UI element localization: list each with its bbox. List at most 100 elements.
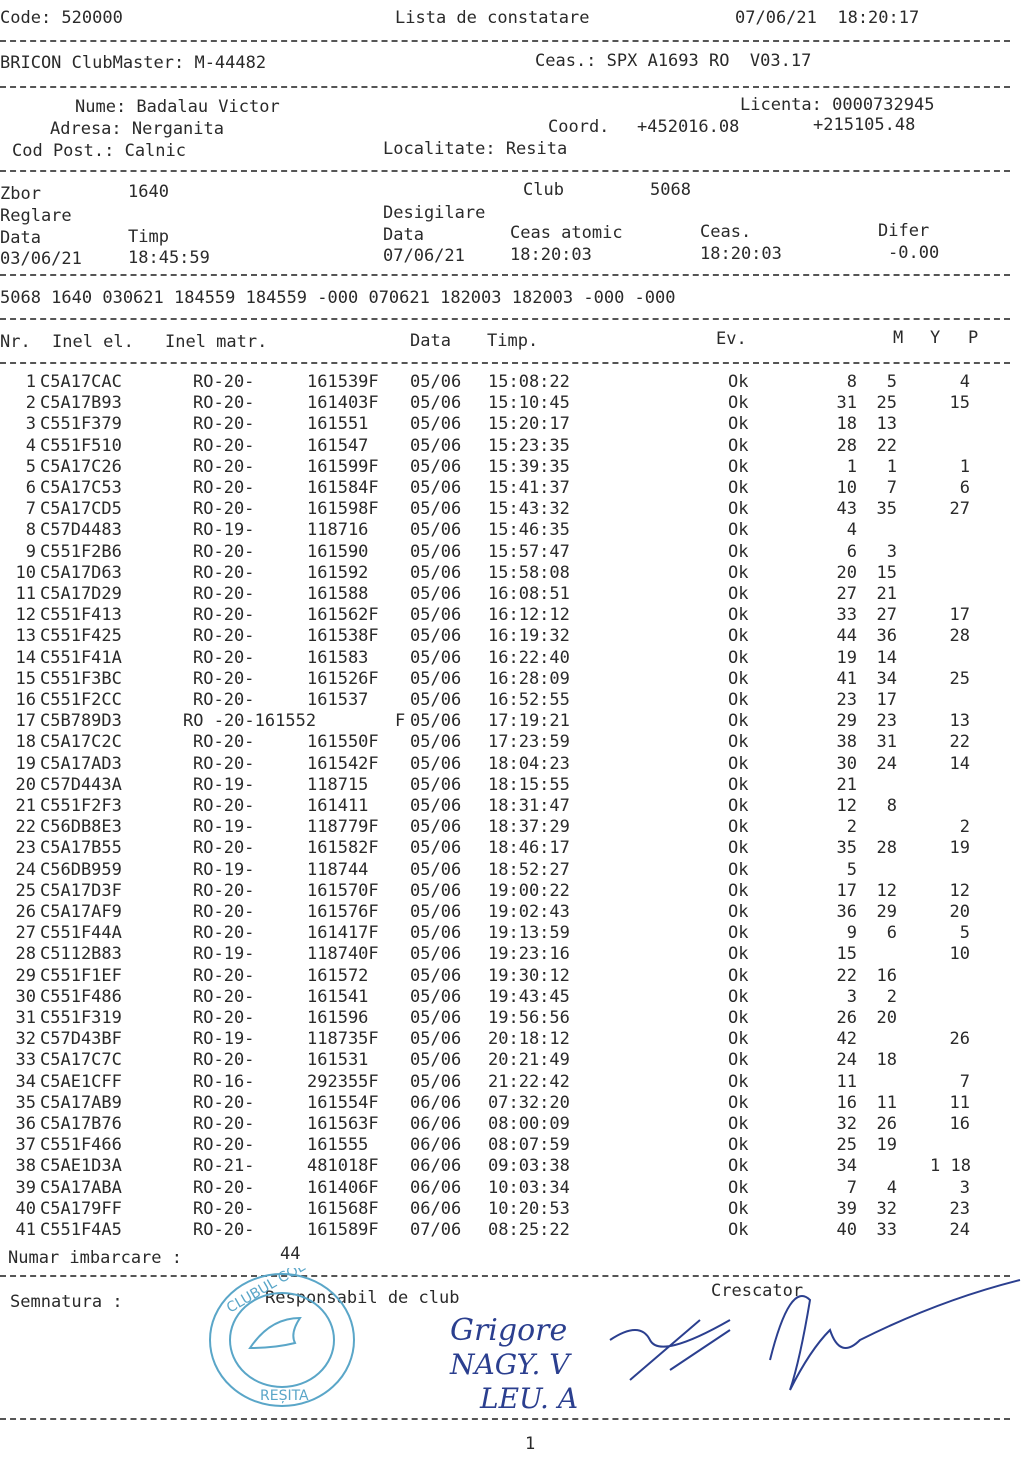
cell-ro: RO-20- — [193, 626, 255, 647]
cell-p: 26 — [949, 1029, 970, 1050]
cell-inel-el: C551F44A — [40, 923, 122, 944]
cell-p: 28 — [949, 626, 970, 647]
cell-ro: RO-20- — [193, 1092, 255, 1113]
cell-m: 11 — [836, 1071, 857, 1092]
cell-date: 05/06 — [410, 668, 462, 689]
cell-y: 15 — [876, 562, 897, 583]
cell-date: 05/06 — [410, 520, 462, 541]
cell-time: 20:21:49 — [488, 1050, 570, 1071]
table-row: 38 C5AE1D3A RO-21- 481018F 06/06 09:03:38 Ok 34… — [0, 1156, 1024, 1177]
cell-ro: RO-20- — [193, 690, 255, 710]
cell-p: 10 — [949, 944, 970, 965]
cell-ev: Ok — [728, 393, 749, 414]
cell-ro: RO-19- — [193, 1029, 255, 1050]
cell-p: 19 — [949, 838, 970, 859]
table-row: 8 C57D4483 RO-19- 118716 05/06 15:46:35 Ok 4 — [0, 520, 1024, 541]
table-row: 14 C551F41A RO-20- 161583 05/06 16:22:40 Ok 19 1… — [0, 648, 1024, 669]
cell-ro: RO-20- — [193, 1177, 255, 1198]
cell-y: 27 — [876, 605, 897, 626]
cell-y: 1 — [886, 456, 897, 477]
cell-date: 06/06 — [410, 1135, 462, 1156]
table-row: 2 C5A17B93 RO-20- 161403F 05/06 15:10:45 Ok 31 2… — [0, 393, 1024, 414]
cell-ev: Ok — [728, 1198, 749, 1219]
cell-ro: RO-16- — [193, 1071, 255, 1092]
cell-p: 7 — [959, 1071, 970, 1092]
cell-m: 17 — [836, 880, 857, 901]
cell-time: 18:52:27 — [488, 859, 570, 880]
cell-m: 23 — [836, 690, 857, 710]
cell-ev: Ok — [728, 1220, 749, 1240]
cell-nr: 18 — [15, 732, 36, 753]
cell-matr: 161584F — [307, 478, 379, 498]
cell-date: 05/06 — [410, 499, 462, 520]
handwritten-signatures: Grigore NAGY. V LEU. A — [449, 1279, 1021, 1415]
cell-p: 20 — [949, 902, 970, 922]
cell-time: 18:37:29 — [488, 817, 570, 838]
cell-ro: RO-20- — [193, 372, 255, 392]
table-row: 3 C551F379 RO-20- 161551 05/06 15:20:17 Ok 18 13 — [0, 414, 1024, 435]
col-data: Data — [410, 331, 451, 351]
cell-inel-el: C5A17AF9 — [40, 902, 122, 922]
cell-ev: Ok — [728, 1008, 749, 1028]
cell-m: 9 — [846, 923, 857, 944]
table-row: 10 C5A17D63 RO-20- 161592 05/06 15:58:08 Ok 20 1… — [0, 563, 1024, 584]
cell-nr: 36 — [15, 1114, 36, 1134]
cell-inel-el: C5A17C26 — [40, 456, 122, 477]
clock-info: Ceas.: SPX A1693 RO V03.17 — [535, 51, 812, 71]
cell-p: 17 — [949, 605, 970, 626]
cell-date: 06/06 — [410, 1177, 462, 1198]
table-row: 27 C551F44A RO-20- 161417F 05/06 19:13:59 Ok 9 6… — [0, 923, 1024, 944]
cell-m: 24 — [836, 1050, 857, 1071]
table-row: 20 C57D443A RO-19- 118715 05/06 18:15:55 Ok 21 — [0, 775, 1024, 796]
cell-time: 16:08:51 — [488, 584, 570, 604]
cell-ev: Ok — [728, 838, 749, 859]
cell-date: 05/06 — [410, 1071, 462, 1092]
cell-ro: RO-19- — [193, 520, 255, 541]
cell-time: 16:52:55 — [488, 690, 570, 710]
cell-m: 8 — [846, 372, 857, 392]
table-row: 21 C551F2F3 RO-20- 161411 05/06 18:31:47 Ok 12 8 — [0, 796, 1024, 817]
cell-matr: 161563F — [307, 1114, 379, 1134]
cell-time: 19:02:43 — [488, 902, 570, 922]
cell-matr: 118779F — [307, 817, 379, 838]
cell-inel-el: C5A17ABA — [40, 1177, 122, 1198]
cell-ev: Ok — [728, 541, 749, 562]
cell-nr: 16 — [15, 690, 36, 710]
cell-p: 11 — [949, 1092, 970, 1113]
cell-ev: Ok — [728, 1114, 749, 1134]
cell-inel-el: C5A17C7C — [40, 1050, 122, 1071]
cell-inel-el: C5A17CD5 — [40, 499, 122, 520]
table-row: 37 C551F466 RO-20- 161555 06/06 08:07:59 Ok 25 1… — [0, 1135, 1024, 1156]
svg-text:Grigore: Grigore — [450, 1313, 567, 1348]
cell-ev: Ok — [728, 1177, 749, 1198]
cell-time: 16:22:40 — [488, 647, 570, 668]
zbor-label: Zbor — [0, 184, 41, 204]
cell-inel-el: C551F3BC — [40, 668, 122, 689]
desigilare-label: Desigilare — [383, 203, 486, 223]
cell-time: 15:41:37 — [488, 478, 570, 498]
cell-matr: 161596 — [307, 1008, 369, 1028]
col-m: M — [893, 328, 904, 348]
cell-inel-el: C5A17B55 — [40, 838, 122, 859]
cell-nr: 26 — [15, 902, 36, 922]
divider — [0, 1418, 1010, 1420]
cell-nr: 39 — [15, 1177, 36, 1198]
cell-inel-el: C5AE1CFF — [40, 1071, 122, 1092]
document-title: Lista de constatare — [395, 8, 590, 28]
cell-nr: 37 — [15, 1135, 36, 1156]
cell-time: 18:31:47 — [488, 796, 570, 816]
cell-matr: 118740F — [307, 944, 379, 965]
divider — [0, 362, 1010, 364]
cell-date: 05/06 — [410, 456, 462, 477]
cell-date: 05/06 — [410, 902, 462, 922]
cell-date: 05/06 — [410, 1029, 462, 1050]
cell-m: 25 — [836, 1135, 857, 1156]
cell-ro: RO-20- — [193, 478, 255, 498]
cell-y: 26 — [876, 1114, 897, 1134]
cell-date: 05/06 — [410, 1050, 462, 1071]
cell-p: 27 — [949, 499, 970, 520]
cell-date: 05/06 — [410, 626, 462, 647]
cell-time: 21:22:42 — [488, 1071, 570, 1092]
cell-time: 15:08:22 — [488, 372, 570, 392]
cell-nr: 3 — [25, 414, 36, 435]
